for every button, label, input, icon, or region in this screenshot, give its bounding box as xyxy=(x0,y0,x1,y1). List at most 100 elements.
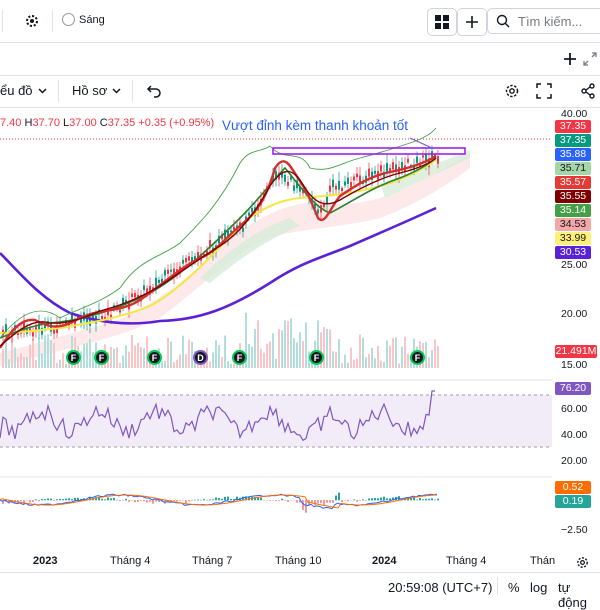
macd-hist-bar xyxy=(296,500,298,503)
search-box[interactable] xyxy=(487,8,600,34)
layout-button[interactable] xyxy=(427,8,457,36)
volume-bar xyxy=(398,364,400,368)
toggle-knob[interactable] xyxy=(62,13,75,26)
axis-settings-icon[interactable] xyxy=(570,550,594,574)
volume-bar xyxy=(227,361,229,368)
volume-bar xyxy=(137,343,139,368)
volume-bar xyxy=(224,336,226,368)
chart-type-menu[interactable]: ểu đồ xyxy=(0,83,47,98)
earnings-flag[interactable]: F xyxy=(410,350,425,365)
macd-hist-bar xyxy=(428,499,430,501)
volume-bar xyxy=(44,335,46,368)
undo-icon[interactable] xyxy=(142,79,166,103)
macd-hist-bar xyxy=(188,500,190,501)
candle-body xyxy=(356,174,358,177)
candle-body xyxy=(326,196,328,203)
macd-hist-bar xyxy=(386,498,388,500)
earnings-flag[interactable]: F xyxy=(232,350,247,365)
earnings-flag[interactable]: F xyxy=(147,350,162,365)
volume-bar xyxy=(350,348,352,368)
earnings-flag[interactable]: F xyxy=(66,350,81,365)
time-label: Thán xyxy=(530,555,555,567)
macd-hist-bar xyxy=(56,499,58,500)
theme-label: Sáng xyxy=(79,14,105,26)
volume-bar xyxy=(290,318,292,368)
expand-icon[interactable] xyxy=(582,47,598,71)
profile-menu[interactable]: Hồ sơ xyxy=(72,83,121,98)
macd-hist-bar xyxy=(419,498,421,500)
macd-hist-bar xyxy=(302,500,304,510)
volume-bar xyxy=(293,338,295,368)
macd-hist-bar xyxy=(230,499,232,500)
volume-bar xyxy=(260,349,262,368)
macd-hist-bar xyxy=(176,500,178,501)
macd-hist-bar xyxy=(227,497,229,501)
dividend-flag[interactable]: D xyxy=(193,350,208,365)
macd-hist-bar xyxy=(47,499,49,501)
volume-bar xyxy=(347,363,349,368)
fullscreen-icon[interactable] xyxy=(532,79,556,103)
volume-bar xyxy=(299,332,301,368)
add-tab-icon[interactable] xyxy=(558,47,582,71)
share-icon[interactable] xyxy=(576,79,600,103)
volume-bar xyxy=(116,347,118,368)
volume-bar xyxy=(47,334,49,368)
log-toggle[interactable]: log xyxy=(530,580,547,595)
grid-icon xyxy=(435,15,449,29)
volume-bar xyxy=(182,336,184,368)
macd-signal-line xyxy=(0,495,437,508)
volume-bar xyxy=(110,347,112,368)
macd-hist-bar xyxy=(347,500,349,501)
volume-bar xyxy=(269,341,271,368)
clock[interactable]: 20:59:08 (UTC+7) xyxy=(388,580,492,595)
macd-hist-bar xyxy=(194,500,196,501)
earnings-flag[interactable]: F xyxy=(94,350,109,365)
macd-hist-bar xyxy=(50,499,52,501)
search-input[interactable] xyxy=(516,13,600,30)
volume-bar xyxy=(254,329,256,368)
macd-hist-bar xyxy=(137,500,139,502)
add-button[interactable] xyxy=(457,8,487,36)
earnings-flag[interactable]: F xyxy=(309,350,324,365)
volume-bar xyxy=(281,330,283,368)
chart-toolbar: ểu đồ Hồ sơ xyxy=(0,75,600,108)
volume-bar xyxy=(434,340,436,368)
auto-toggle[interactable]: tự động xyxy=(558,580,600,610)
macd-hist-bar xyxy=(383,497,385,501)
volume-bar xyxy=(374,358,376,368)
low-value: 37.00 xyxy=(69,117,97,129)
volume-bar xyxy=(377,346,379,368)
volume-bar xyxy=(38,338,40,368)
volume-pill: 21.491M xyxy=(555,345,597,358)
volume-bar xyxy=(272,333,274,368)
macd-hist-bar xyxy=(146,500,148,502)
price-chart[interactable] xyxy=(0,108,552,546)
chevron-down-icon xyxy=(38,88,47,94)
gear-icon[interactable] xyxy=(20,9,44,33)
volume-bar xyxy=(404,337,406,368)
volume-bar xyxy=(140,347,142,368)
volume-bar xyxy=(353,360,355,368)
macd-hist-bar xyxy=(29,500,31,502)
macd-hist-bar xyxy=(143,500,145,501)
candle-body xyxy=(185,258,187,262)
volume-bar xyxy=(362,337,364,368)
macd-hist-bar xyxy=(437,499,439,501)
ohlc-legend: 7.40 H37.70 L37.00 C37.35 +0.35 (+0.95%) xyxy=(0,117,214,129)
macd-hist-bar xyxy=(320,500,322,503)
macd-hist-bar xyxy=(209,500,211,501)
macd-hist-bar xyxy=(215,498,217,501)
divider xyxy=(58,80,59,102)
percent-toggle[interactable]: % xyxy=(508,580,520,595)
macd-hist-bar xyxy=(173,500,175,501)
volume-bar xyxy=(383,362,385,368)
macd-hist-bar xyxy=(122,500,124,501)
volume-bar xyxy=(83,344,85,368)
settings-icon[interactable] xyxy=(500,79,524,103)
theme-switch[interactable]: Sáng xyxy=(62,13,105,26)
volume-bar xyxy=(209,361,211,368)
macd-hist-bar xyxy=(317,500,319,503)
volume-bar xyxy=(35,360,37,368)
candle-body xyxy=(407,159,409,163)
macd-hist-bar xyxy=(374,498,376,500)
